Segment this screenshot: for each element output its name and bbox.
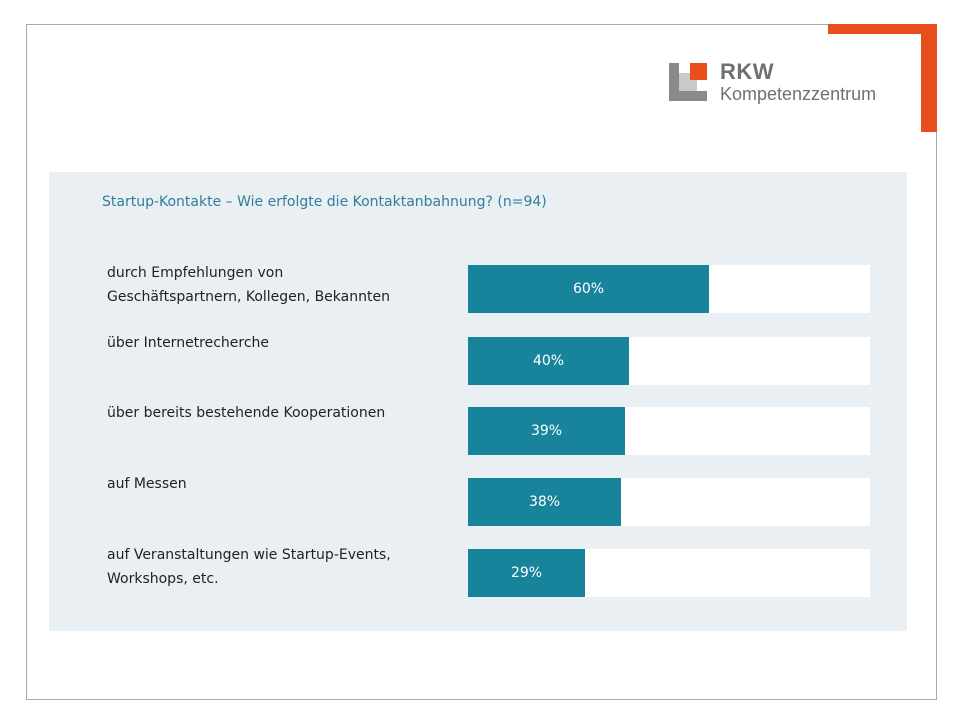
- category-label-line: Workshops, etc.: [107, 571, 219, 587]
- corner-accent-right: [921, 24, 937, 132]
- category-label-line: über Internetrecherche: [107, 335, 270, 351]
- category-label-line: durch Empfehlungen von: [107, 265, 284, 281]
- bar-value-label: 40%: [532, 353, 565, 369]
- bar-track: 29%: [468, 549, 870, 597]
- category-label-line: auf Veranstaltungen wie Startup-Events,: [107, 547, 391, 563]
- category-label-line: Geschäftspartnern, Kollegen, Bekannten: [107, 289, 390, 305]
- logo-mark-icon: [669, 63, 707, 101]
- bar-value-label: 38%: [528, 494, 561, 510]
- bar-value-label: 29%: [510, 565, 543, 581]
- category-label: über bereits bestehende Kooperationen: [107, 401, 447, 425]
- bar-value-label: 60%: [572, 281, 605, 297]
- bar-track: 39%: [468, 407, 870, 455]
- bar: [468, 549, 585, 597]
- bar-track: 40%: [468, 337, 870, 385]
- logo-subtitle: Kompetenzzentrum: [720, 84, 877, 104]
- logo-name: RKW: [720, 59, 775, 84]
- category-label-line: über bereits bestehende Kooperationen: [107, 405, 386, 421]
- chart-title: Startup-Kontakte – Wie erfolgte die Kont…: [102, 194, 547, 210]
- bar-value-label: 39%: [530, 423, 563, 439]
- category-label: auf Veranstaltungen wie Startup-Events, W…: [107, 543, 447, 591]
- bar-track: 60%: [468, 265, 870, 313]
- category-label-line: auf Messen: [107, 476, 187, 492]
- chart-panel: Startup-Kontakte – Wie erfolgte die Kont…: [49, 172, 907, 631]
- bar: [468, 265, 709, 313]
- category-label: auf Messen: [107, 472, 447, 496]
- slide-frame: [26, 24, 937, 700]
- bar: [468, 478, 621, 526]
- corner-accent-top: [828, 24, 937, 34]
- bar: [468, 337, 629, 385]
- bar: [468, 407, 625, 455]
- bar-track: 38%: [468, 478, 870, 526]
- category-label: durch Empfehlungen von Geschäftspartnern,…: [107, 261, 447, 309]
- category-label: über Internetrecherche: [107, 331, 447, 355]
